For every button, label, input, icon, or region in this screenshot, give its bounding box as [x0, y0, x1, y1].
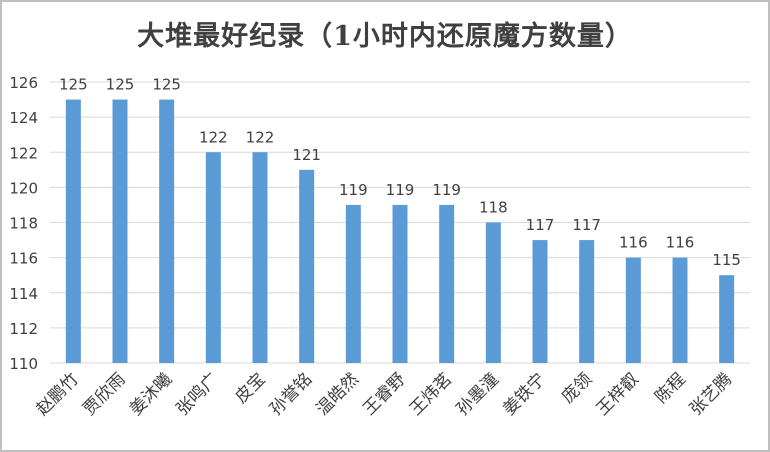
bar: [532, 240, 548, 363]
data-label: 122: [246, 128, 275, 146]
bar: [672, 257, 688, 363]
x-tick-label: 王梓叡: [593, 369, 643, 419]
x-tick-label: 孙墨潼: [453, 369, 503, 419]
bar: [485, 222, 501, 363]
bar: [579, 240, 595, 363]
x-tick-label: 皮宝: [231, 369, 269, 407]
data-label: 119: [386, 181, 415, 199]
data-label: 119: [432, 181, 461, 199]
y-tick-label: 126: [9, 74, 38, 92]
y-tick-label: 116: [9, 250, 38, 268]
x-tick-label: 贾欣雨: [79, 369, 129, 419]
bar: [65, 99, 81, 363]
bar: [159, 99, 175, 363]
bar: [625, 257, 641, 363]
x-tick-label: 姜沐曦: [126, 369, 176, 419]
bar: [719, 275, 735, 363]
bar: [392, 204, 408, 363]
x-tick-label: 张艺腾: [686, 369, 736, 419]
bar: [345, 204, 361, 363]
data-label: 116: [619, 234, 648, 252]
x-tick-label: 王睿野: [359, 369, 409, 419]
y-tick-label: 114: [9, 285, 38, 303]
bar: [112, 99, 128, 363]
x-tick-label: 陈程: [651, 369, 689, 407]
x-tick-label: 张鸣广: [173, 369, 223, 419]
data-label: 125: [106, 76, 135, 94]
data-label: 122: [199, 128, 228, 146]
x-tick-label: 温皓然: [313, 369, 363, 419]
bar: [205, 152, 221, 363]
bar: [439, 204, 455, 363]
x-tick-label: 王炜茗: [406, 369, 456, 419]
bar: [299, 169, 315, 363]
y-tick-label: 118: [9, 215, 38, 233]
data-label: 115: [712, 251, 741, 269]
x-tick-label: 庞领: [558, 369, 596, 407]
data-label: 118: [479, 199, 508, 217]
x-tick-label: 姜铁宁: [499, 369, 549, 419]
data-label: 121: [292, 146, 321, 164]
bar: [252, 152, 268, 363]
y-tick-label: 120: [9, 179, 38, 197]
chart-title: 大堆最好纪录（1小时内还原魔方数量）: [137, 21, 633, 52]
data-label: 125: [59, 76, 88, 94]
data-label: 116: [666, 234, 695, 252]
x-tick-label: 孙誉铭: [266, 369, 316, 419]
y-tick-label: 122: [9, 144, 38, 162]
data-label: 117: [572, 216, 601, 234]
data-label: 119: [339, 181, 368, 199]
data-label: 125: [152, 76, 181, 94]
y-tick-label: 112: [9, 320, 38, 338]
y-tick-label: 110: [9, 355, 38, 373]
y-tick-label: 124: [9, 109, 38, 127]
x-tick-label: 赵鹏竹: [33, 369, 83, 419]
data-label: 117: [526, 216, 555, 234]
